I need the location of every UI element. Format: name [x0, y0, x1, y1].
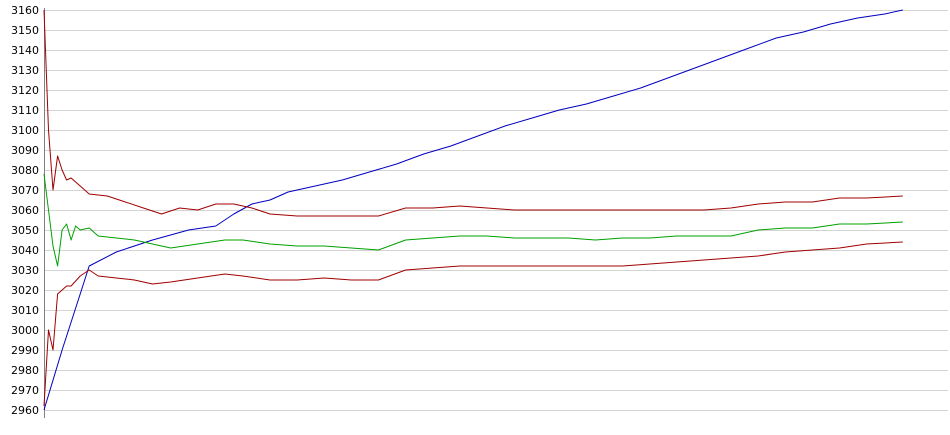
y-tick-label: 3000	[11, 324, 39, 337]
y-tick-label: 3040	[11, 244, 39, 257]
y-tick-label: 3140	[11, 44, 39, 57]
y-tick-label: 3080	[11, 164, 39, 177]
y-tick-label: 3030	[11, 264, 39, 277]
y-tick-label: 3110	[11, 104, 39, 117]
y-tick-labels: 3160 3150 3140 3130 3120 3110 3100 3090 3080 3070…	[11, 4, 39, 417]
series-line-3	[43, 9, 903, 217]
y-tick-label: 3050	[11, 224, 39, 237]
y-tick-label: 2970	[11, 384, 39, 397]
series-line-2	[43, 173, 903, 267]
y-tick-label: 2990	[11, 344, 39, 357]
y-tick-label: 3160	[11, 4, 39, 17]
grid	[44, 10, 948, 411]
y-tick-label: 3100	[11, 124, 39, 137]
y-tick-label: 3020	[11, 284, 39, 297]
y-tick-label: 3090	[11, 144, 39, 157]
y-tick-label: 3070	[11, 184, 39, 197]
series-lines	[43, 9, 903, 411]
y-tick-label: 3060	[11, 204, 39, 217]
y-tick-label: 3130	[11, 64, 39, 77]
y-tick-label: 3150	[11, 24, 39, 37]
y-tick-label: 2960	[11, 404, 39, 417]
series-line-1	[43, 9, 903, 411]
y-tick-label: 3010	[11, 304, 39, 317]
series-line-4	[43, 241, 903, 407]
y-tick-label: 3120	[11, 84, 39, 97]
y-tick-label: 2980	[11, 364, 39, 377]
